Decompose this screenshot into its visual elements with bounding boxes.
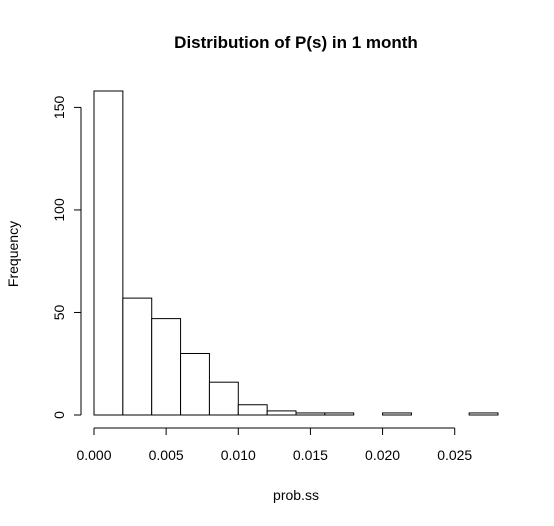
histogram-bar: [324, 412, 355, 416]
histogram-bar: [382, 412, 412, 416]
y-tick-label: 50: [51, 304, 67, 320]
histogram-bar: [151, 318, 182, 416]
histogram-bar: [237, 404, 268, 416]
chart-title: Distribution of P(s) in 1 month: [174, 33, 418, 52]
bars-group: [93, 90, 499, 416]
y-axis-label: Frequency: [5, 221, 21, 287]
x-tick-label: 0.020: [365, 447, 400, 463]
histogram-bar: [122, 297, 153, 416]
x-tick-label: 0.015: [293, 447, 328, 463]
y-tick-label: 0: [51, 411, 67, 419]
x-tick-label: 0.025: [437, 447, 472, 463]
x-tick-label: 0.010: [221, 447, 256, 463]
histogram-bar: [208, 381, 239, 416]
histogram-bar: [266, 410, 297, 416]
x-axis-label: prob.ss: [273, 487, 319, 503]
y-axis: 0 50 100 150: [51, 96, 82, 419]
histogram-bar: [468, 412, 499, 416]
y-tick-label: 150: [51, 96, 67, 120]
histogram-bar: [295, 412, 326, 416]
y-tick-label: 100: [51, 198, 67, 222]
x-tick-label: 0.000: [76, 447, 111, 463]
x-axis: 0.000 0.005 0.010 0.015 0.020 0.025: [76, 427, 472, 463]
histogram-bar: [180, 352, 210, 416]
x-tick-label: 0.005: [149, 447, 184, 463]
histogram-bar: [93, 90, 124, 416]
